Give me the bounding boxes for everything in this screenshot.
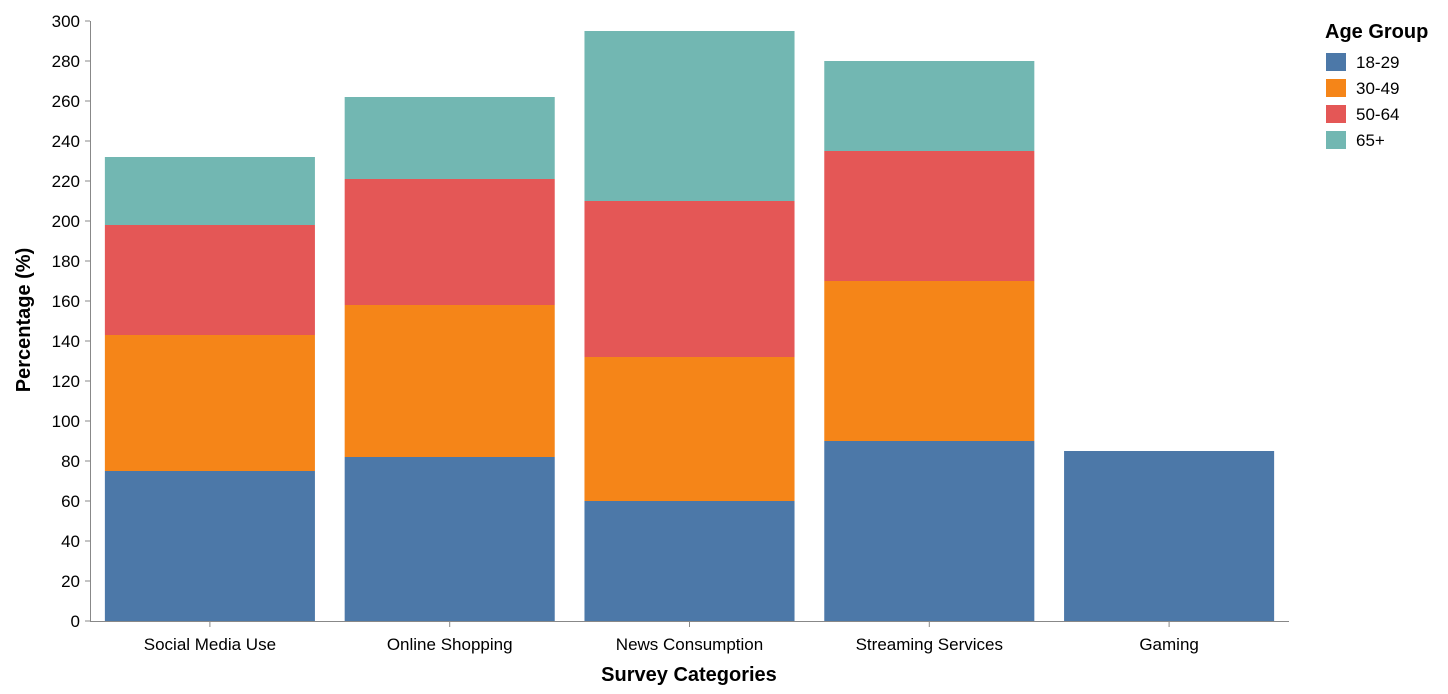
bar-segment: [824, 61, 1035, 151]
bar-segment: [824, 441, 1035, 621]
x-tick-label: Streaming Services: [856, 635, 1003, 654]
x-tick-label: Social Media Use: [144, 635, 276, 654]
legend-swatch: [1326, 105, 1346, 123]
y-tick-label: 60: [61, 492, 80, 511]
y-axis: 0 20 40 60 80 100 120 140 160 180 200 220 240 260 280 3…: [52, 12, 91, 631]
y-axis-title: Percentage (%): [13, 248, 35, 393]
bar-segment: [104, 157, 315, 225]
y-tick-label: 240: [52, 132, 80, 151]
legend-label: 50-64: [1356, 105, 1399, 124]
y-tick-label: 160: [52, 292, 80, 311]
legend-swatch: [1326, 53, 1346, 71]
x-axis: Social Media Use Online Shopping News Cons…: [90, 621, 1289, 654]
legend: Age Group 18-29 30-49 50-64 65+: [1325, 21, 1428, 150]
x-axis-title: Survey Categories: [601, 664, 777, 686]
bar-segment: [584, 357, 795, 501]
bar-segment: [584, 501, 795, 621]
legend-label: 65+: [1356, 131, 1385, 150]
bar-segment: [824, 151, 1035, 281]
y-tick-label: 180: [52, 252, 80, 271]
y-tick-label: 300: [52, 12, 80, 31]
legend-swatch: [1326, 131, 1346, 149]
y-tick-label: 220: [52, 172, 80, 191]
x-tick-label: Gaming: [1139, 635, 1199, 654]
y-tick-label: 100: [52, 412, 80, 431]
x-tick-label: Online Shopping: [387, 635, 513, 654]
y-tick-label: 280: [52, 52, 80, 71]
bar-segment: [584, 31, 795, 201]
bar-segment: [824, 281, 1035, 441]
y-tick-label: 200: [52, 212, 80, 231]
legend-swatch: [1326, 79, 1346, 97]
bar-segment: [104, 335, 315, 471]
y-tick-label: 120: [52, 372, 80, 391]
bar-segment: [104, 471, 315, 621]
bar-segment: [584, 201, 795, 357]
y-tick-label: 80: [61, 452, 80, 471]
y-tick-label: 0: [71, 612, 80, 631]
bar-segment: [344, 97, 555, 179]
y-tick-label: 140: [52, 332, 80, 351]
y-tick-label: 20: [61, 572, 80, 591]
legend-title: Age Group: [1325, 21, 1428, 43]
legend-label: 18-29: [1356, 53, 1399, 72]
bar-segment: [104, 225, 315, 335]
y-tick-label: 260: [52, 92, 80, 111]
x-tick-label: News Consumption: [616, 635, 763, 654]
bar-segment: [344, 457, 555, 621]
bar-segment: [344, 179, 555, 305]
bar-segment: [1064, 451, 1275, 621]
bars-layer: [104, 31, 1275, 621]
y-tick-label: 40: [61, 532, 80, 551]
legend-label: 30-49: [1356, 79, 1399, 98]
bar-segment: [344, 305, 555, 457]
